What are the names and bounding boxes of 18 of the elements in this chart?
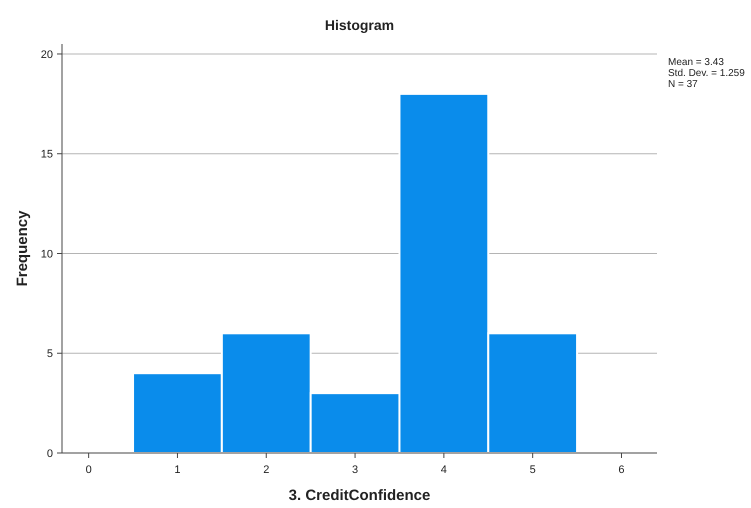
y-axis-title: Frequency [14,210,31,286]
x-axis-title: 3. CreditConfidence [288,487,430,504]
y-tick-label: 0 [46,448,53,460]
x-tick-label: 5 [530,464,536,476]
chart-title: Histogram [324,17,394,33]
y-tick-label: 10 [40,248,53,260]
x-tick-label: 2 [263,464,270,476]
y-tick-label: 20 [40,48,53,61]
x-tick-label: 1 [174,464,181,476]
y-tick-label: 15 [40,148,53,161]
text: Mean = 3.43 [668,57,724,68]
x-tick-label: 6 [618,464,625,476]
text: N = 37 [668,79,698,90]
y-tick-label: 5 [46,348,53,360]
x-tick-label: 0 [86,464,92,476]
x-tick-label: 4 [440,464,447,476]
text: Std. Dev. = 1.259 [668,68,746,79]
x-tick-label: 3 [352,464,358,476]
